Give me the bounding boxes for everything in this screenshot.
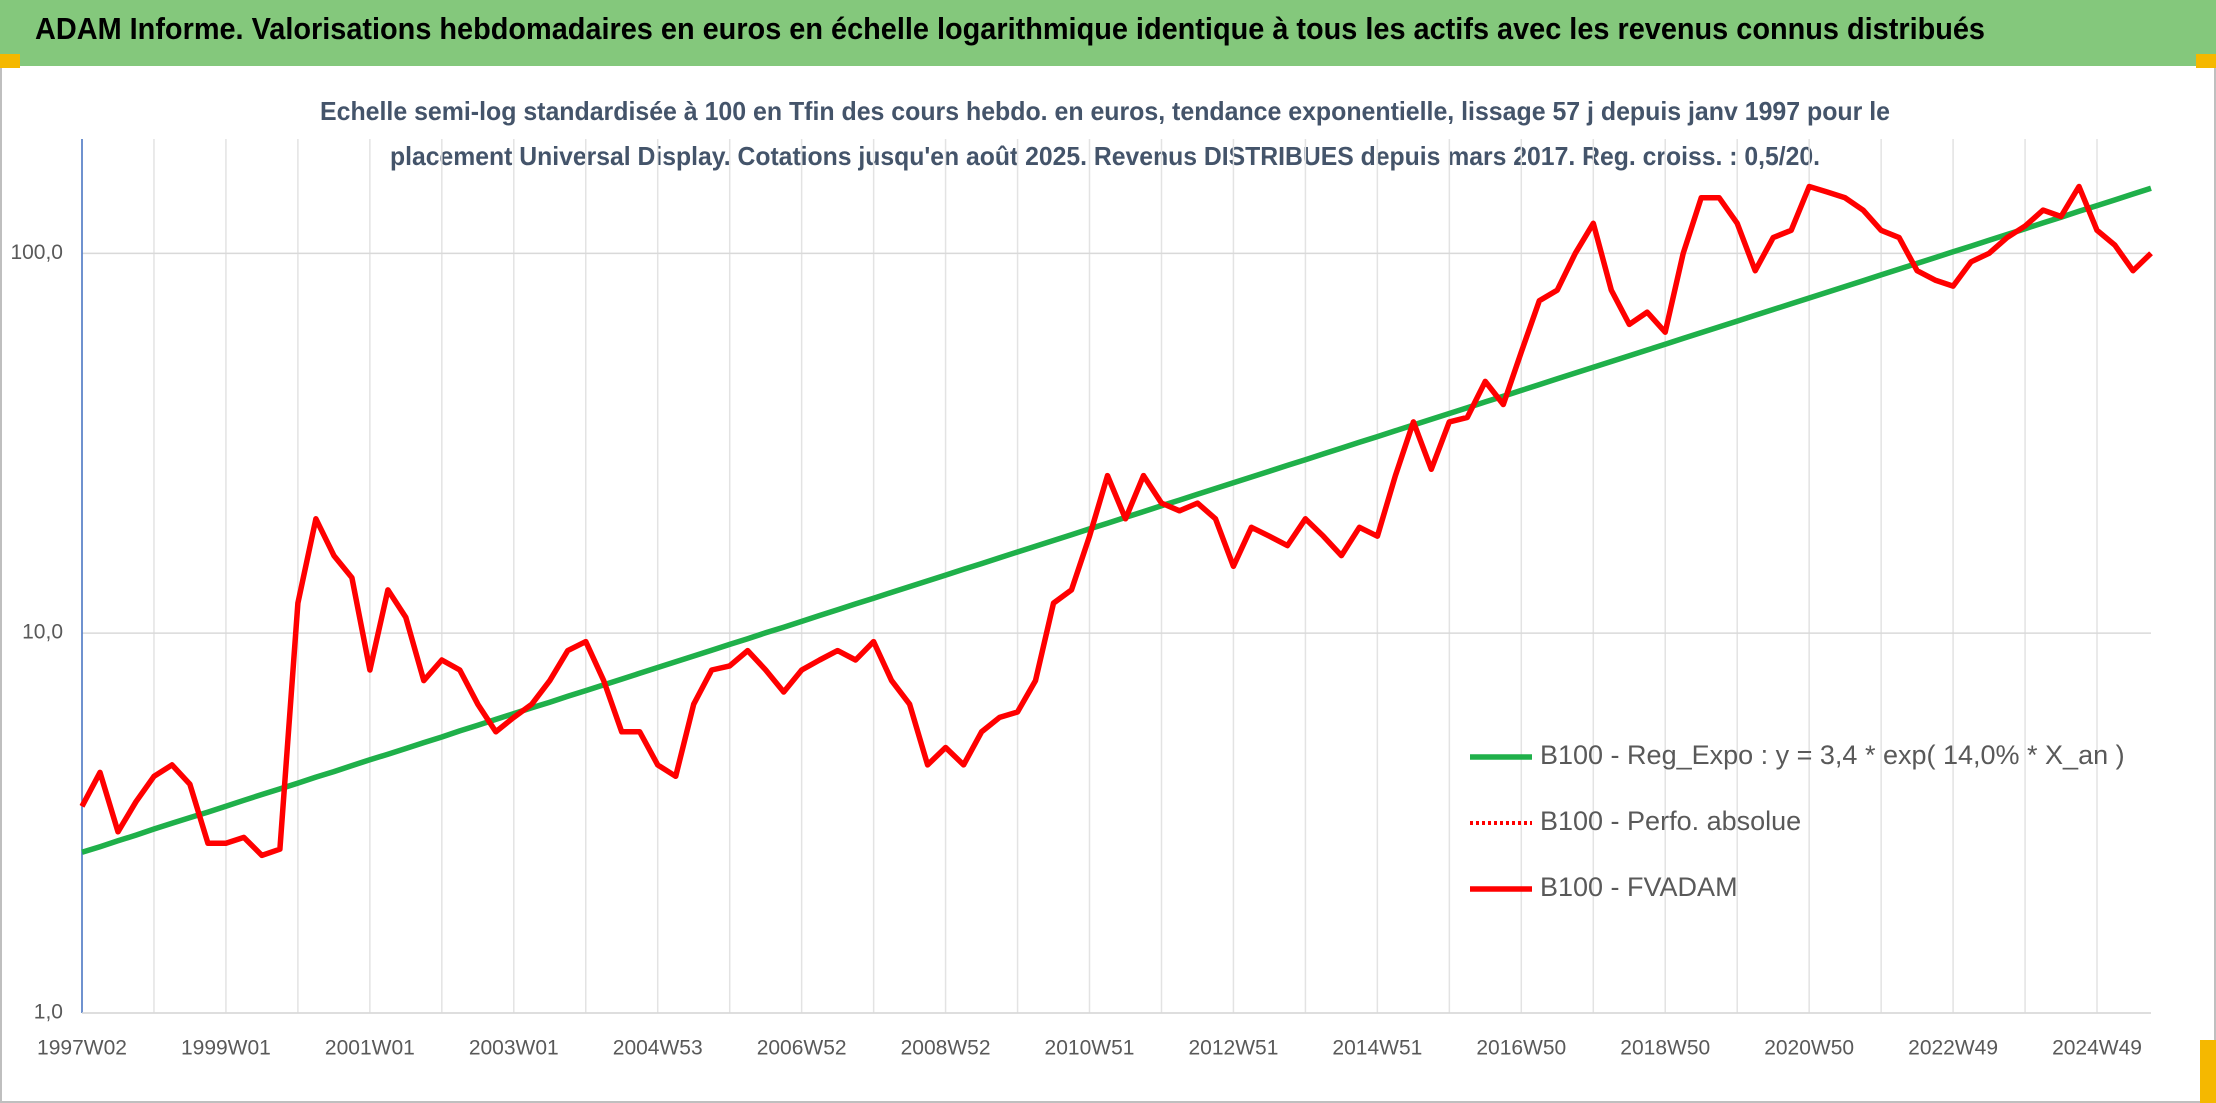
y-tick-label: 100,0 xyxy=(10,241,63,264)
x-tick-label: 2018W50 xyxy=(1620,1037,1710,1060)
x-tick-label: 2024W49 xyxy=(2052,1037,2142,1060)
x-tick-label: 2008W52 xyxy=(901,1037,991,1060)
legend-label: B100 - Reg_Expo : y = 3,4 * exp( 14,0% *… xyxy=(1540,740,2125,770)
x-tick-label: 2020W50 xyxy=(1764,1037,1854,1060)
corner xyxy=(0,54,20,68)
x-tick-label: 2022W49 xyxy=(1908,1037,1998,1060)
x-tick-label: 2003W01 xyxy=(469,1037,559,1060)
x-tick-label: 2014W51 xyxy=(1332,1037,1422,1060)
x-tick-label: 2001W01 xyxy=(325,1037,415,1060)
x-tick-label: 2006W52 xyxy=(757,1037,847,1060)
x-tick-label: 1999W01 xyxy=(181,1037,271,1060)
series-line xyxy=(81,185,2152,855)
corner xyxy=(2196,54,2216,68)
series-line xyxy=(79,183,2153,859)
x-tick-label: 2004W53 xyxy=(613,1037,703,1060)
legend-label: B100 - FVADAM xyxy=(1540,872,1738,902)
subtitle: placement Universal Display. Cotations j… xyxy=(390,141,1820,171)
x-tick-label: 2012W51 xyxy=(1188,1037,1278,1060)
x-tick-label: 2016W50 xyxy=(1476,1037,1566,1060)
legend-label: B100 - Perfo. absolue xyxy=(1540,806,1801,836)
x-tick-label: 1997W02 xyxy=(37,1037,127,1060)
subtitle: Echelle semi-log standardisée à 100 en T… xyxy=(320,96,1890,126)
corner xyxy=(2200,1040,2216,1103)
y-tick-label: 1,0 xyxy=(34,1001,63,1024)
x-tick-label: 2010W51 xyxy=(1045,1037,1135,1060)
y-tick-label: 10,0 xyxy=(22,621,63,644)
title-bar xyxy=(0,0,2216,66)
chart-title: ADAM Informe. Valorisations hebdomadaire… xyxy=(35,11,1985,46)
